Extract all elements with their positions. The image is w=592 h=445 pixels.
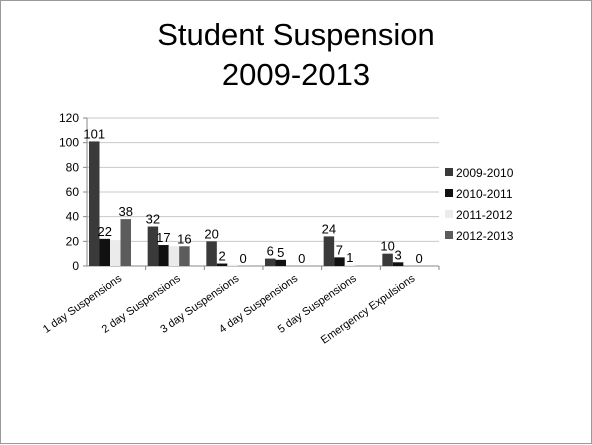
legend-label: 2011-2012	[456, 208, 513, 222]
data-label: 5	[277, 245, 284, 260]
chart-title-line1: Student Suspension	[157, 17, 435, 52]
data-label: 32	[146, 212, 160, 227]
bar-2010-2011	[275, 259, 286, 266]
data-label: 0	[298, 251, 305, 266]
data-label: 7	[336, 242, 343, 257]
bar-2010-2011	[158, 245, 169, 266]
data-label: 24	[322, 221, 336, 236]
data-label: 0	[239, 251, 246, 266]
data-label: 1	[346, 250, 353, 265]
bar-2010-2011	[216, 263, 228, 266]
data-label: 20	[204, 226, 218, 241]
legend-swatch	[445, 189, 453, 197]
x-tick-label: Emergency Expulsions	[319, 272, 418, 346]
bar-2011-2012	[227, 264, 238, 266]
data-label: 6	[267, 244, 274, 259]
data-label: 101	[83, 126, 105, 141]
bar-2011-2012	[344, 264, 356, 266]
bar-2011-2012	[110, 240, 121, 266]
data-label: 17	[156, 230, 170, 245]
bar-2012-2013	[120, 219, 131, 266]
y-tick-label: 120	[59, 111, 79, 125]
bar-2012-2013	[179, 246, 190, 266]
legend-label: 2010-2011	[456, 187, 513, 201]
legend-label: 2009-2010	[456, 166, 514, 180]
legend-swatch	[445, 168, 453, 176]
legend-label: 2012-2013	[456, 229, 514, 243]
bar-2009-2010	[382, 253, 393, 266]
y-tick-label: 60	[66, 185, 80, 199]
bar-2010-2011	[392, 262, 404, 266]
data-label: 2	[218, 249, 225, 264]
legend-swatch	[445, 210, 453, 218]
bar-2011-2012	[168, 246, 180, 266]
bar-2010-2011	[334, 257, 345, 266]
y-tick-label: 40	[66, 210, 80, 224]
data-label: 38	[119, 204, 133, 219]
bar-2010-2011	[99, 238, 110, 266]
data-label: 22	[98, 224, 112, 239]
bar-2009-2010	[323, 236, 335, 266]
chart-title-line2: 2009-2013	[221, 57, 371, 92]
bar-2009-2010	[265, 258, 276, 266]
y-tick-label: 100	[59, 136, 79, 150]
y-tick-label: 80	[66, 160, 80, 174]
y-tick-label: 0	[72, 259, 79, 273]
bar-2009-2010	[206, 241, 217, 266]
bar-2009-2010	[89, 141, 100, 266]
bar-2009-2010	[147, 226, 159, 266]
data-label: 10	[380, 239, 394, 254]
legend-swatch	[445, 231, 453, 239]
data-label: 0	[415, 251, 422, 266]
data-label: 16	[177, 231, 191, 246]
data-label: 3	[394, 247, 401, 262]
y-tick-label: 20	[66, 234, 80, 248]
